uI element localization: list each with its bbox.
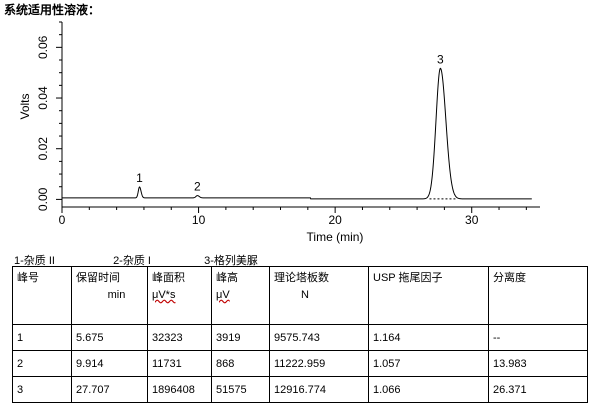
peak-legend: 1-杂质 II 2-杂质 I 3-格列美脲 bbox=[14, 252, 258, 268]
table-header-row: 峰号 保留时间 min 峰面积 μV*s 峰高 μV 理论塔板数 N USP 拖尾因子 … bbox=[12, 266, 588, 325]
table-row: 1 5.675 32323 3919 9575.743 1.164 -- bbox=[12, 324, 588, 351]
cell-peak-height: 3919 bbox=[211, 324, 270, 351]
x-tick-label: 0 bbox=[59, 213, 66, 227]
chromatogram-chart: 0 10 20 30 0.00 0.02 0.04 0.06 Time (min) Volts 1 2… bbox=[18, 21, 540, 244]
cell-tailing-factor: 1.057 bbox=[368, 350, 489, 377]
section-heading: 系统适用性溶液： bbox=[4, 3, 101, 17]
x-tick-label: 10 bbox=[192, 213, 206, 227]
cell-retention-time: 5.675 bbox=[71, 324, 148, 351]
y-tick-label: 0.00 bbox=[36, 187, 50, 211]
y-tick-label: 0.02 bbox=[36, 137, 50, 161]
cell-tailing-factor: 1.066 bbox=[368, 376, 489, 403]
cell-peak-area: 1896408 bbox=[147, 376, 212, 403]
cell-plate-count: 12916.774 bbox=[269, 376, 369, 403]
col-header-retention-time: 保留时间 min bbox=[71, 266, 148, 325]
cell-resolution: 13.983 bbox=[488, 350, 588, 377]
col-header-resolution: 分离度 bbox=[488, 266, 588, 325]
chromatogram-trace bbox=[62, 67, 532, 200]
col-header-peak-area: 峰面积 μV*s bbox=[147, 266, 212, 325]
cell-peak-no: 1 bbox=[12, 324, 72, 351]
col-header-tailing-factor: USP 拖尾因子 bbox=[368, 266, 489, 325]
peak-label-2: 2 bbox=[194, 180, 201, 194]
cell-peak-height: 51575 bbox=[211, 376, 270, 403]
legend-item-1: 1-杂质 II bbox=[14, 255, 55, 267]
cell-resolution: 26.371 bbox=[488, 376, 588, 403]
table-row: 3 27.707 1896408 51575 12916.774 1.066 2… bbox=[12, 376, 588, 403]
cell-peak-no: 3 bbox=[12, 376, 72, 403]
cell-peak-area: 11731 bbox=[147, 350, 212, 377]
col-header-peak-no: 峰号 bbox=[12, 266, 72, 325]
cell-retention-time: 27.707 bbox=[71, 376, 148, 403]
cell-plate-count: 9575.743 bbox=[269, 324, 369, 351]
table-row: 2 9.914 11731 868 11222.959 1.057 13.983 bbox=[12, 350, 588, 377]
y-tick-label: 0.06 bbox=[36, 35, 50, 59]
cell-resolution: -- bbox=[488, 324, 588, 351]
peak-label-3: 3 bbox=[437, 52, 444, 66]
y-axis-title: Volts bbox=[18, 93, 32, 119]
cell-peak-no: 2 bbox=[12, 350, 72, 377]
col-header-plate-count: 理论塔板数 N bbox=[269, 266, 369, 325]
cell-peak-height: 868 bbox=[211, 350, 270, 377]
peak-label-1: 1 bbox=[136, 171, 143, 185]
peak-table: 峰号 保留时间 min 峰面积 μV*s 峰高 μV 理论塔板数 N USP 拖尾因子 … bbox=[12, 266, 588, 403]
cell-plate-count: 11222.959 bbox=[269, 350, 369, 377]
x-tick-label: 30 bbox=[465, 213, 479, 227]
cell-tailing-factor: 1.164 bbox=[368, 324, 489, 351]
legend-item-2: 2-杂质 I bbox=[113, 255, 151, 267]
x-axis-title: Time (min) bbox=[307, 230, 364, 244]
cell-retention-time: 9.914 bbox=[71, 350, 148, 377]
legend-item-3: 3-格列美脲 bbox=[204, 255, 258, 267]
col-header-peak-height: 峰高 μV bbox=[211, 266, 270, 325]
y-tick-label: 0.04 bbox=[36, 86, 50, 110]
x-tick-label: 20 bbox=[328, 213, 342, 227]
cell-peak-area: 32323 bbox=[147, 324, 212, 351]
